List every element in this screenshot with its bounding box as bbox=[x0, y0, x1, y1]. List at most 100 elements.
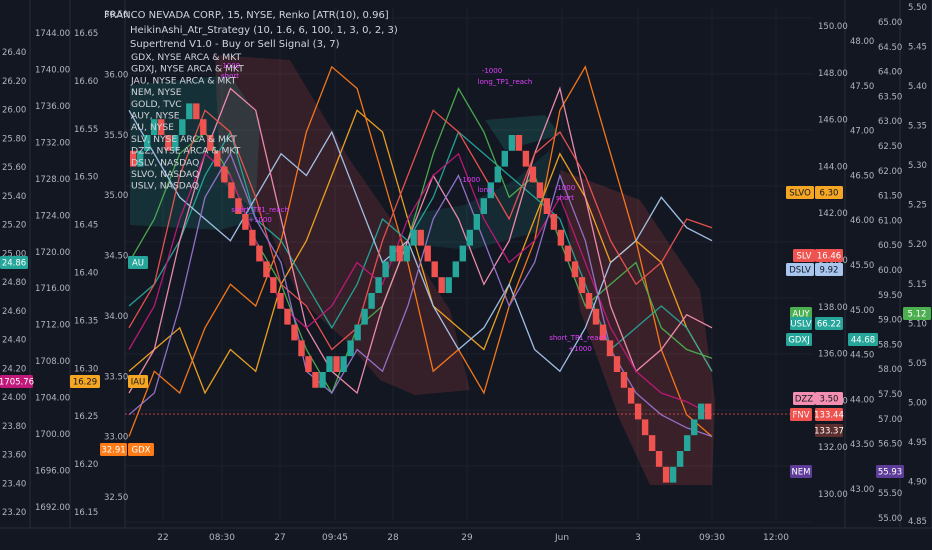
x-tick: 09:30 bbox=[699, 533, 725, 543]
axis-b2-tick: 35.00 bbox=[104, 191, 128, 201]
trade-annotation: short_TP1_reach bbox=[549, 334, 607, 342]
renko-brick bbox=[270, 277, 277, 293]
renko-brick bbox=[676, 451, 684, 467]
x-tick: 28 bbox=[387, 533, 399, 543]
renko-brick bbox=[613, 356, 621, 372]
bullish-zone bbox=[485, 115, 560, 150]
axis-a1-tick: 1712.00 bbox=[35, 321, 70, 331]
axis-a1-tick: 1732.00 bbox=[35, 138, 70, 148]
renko-brick bbox=[480, 198, 487, 214]
series-line bbox=[128, 109, 713, 373]
axis-r3-tick: 62.00 bbox=[878, 167, 902, 177]
axis-a2-tick: 25.20 bbox=[2, 221, 26, 231]
renko-brick bbox=[256, 245, 263, 262]
price-label-box bbox=[815, 263, 843, 276]
axis-r1-tick: 136.00 bbox=[818, 350, 848, 360]
axis-a1-tick: 1700.00 bbox=[35, 430, 70, 440]
price-label-box bbox=[790, 317, 812, 330]
legend-entry: AU, NYSE bbox=[131, 122, 174, 133]
price-label-box bbox=[815, 317, 843, 330]
axis-r2-tick: 47.00 bbox=[850, 127, 874, 137]
price-label: SLVO bbox=[789, 189, 811, 199]
x-tick: 09:45 bbox=[322, 533, 348, 543]
axis-r3-tick: 58.50 bbox=[878, 340, 902, 350]
price-label-box bbox=[0, 375, 33, 388]
axis-a1-tick: 1744.00 bbox=[35, 29, 70, 39]
renko-brick bbox=[417, 229, 424, 246]
axis-a2-tick: 24.20 bbox=[2, 364, 26, 374]
axis-r4-tick: 5.30 bbox=[908, 161, 927, 171]
axis-r3-tick: 61.00 bbox=[878, 216, 902, 226]
renko-brick bbox=[487, 182, 494, 199]
axis-b1-tick: 16.65 bbox=[74, 29, 98, 39]
price-label-box bbox=[0, 256, 28, 269]
renko-brick bbox=[249, 229, 256, 246]
x-tick: 08:30 bbox=[209, 533, 235, 543]
renko-brick bbox=[207, 135, 214, 151]
price-label: 16.29 bbox=[73, 378, 97, 388]
renko-brick bbox=[410, 229, 417, 246]
axis-r4-tick: 5.25 bbox=[908, 201, 927, 211]
axis-a2-tick: 26.40 bbox=[2, 48, 26, 58]
trade-annotation: -1000 bbox=[482, 67, 502, 75]
price-label: GDX bbox=[132, 446, 151, 456]
renko-brick bbox=[382, 261, 389, 278]
price-label: AUY bbox=[792, 310, 810, 320]
renko-brick bbox=[319, 372, 326, 388]
price-label-box bbox=[815, 392, 843, 405]
axis-r1-tick: 146.00 bbox=[818, 116, 848, 126]
price-label-box bbox=[790, 307, 812, 320]
axis-r3-tick: 63.00 bbox=[878, 117, 902, 127]
trade-annotation: short_TP1_reach bbox=[231, 206, 289, 214]
renko-brick bbox=[698, 403, 705, 420]
axis-r1-tick: 132.00 bbox=[818, 443, 848, 453]
price-axes: 26.40 26.20 26.00 25.80 25.60 25.40 25.20 25.00… bbox=[2, 0, 932, 532]
axis-r3-tick: 64.50 bbox=[878, 43, 902, 53]
price-label-box bbox=[100, 443, 127, 456]
axis-b2-tick: 33.50 bbox=[104, 372, 128, 382]
price-label-box bbox=[70, 375, 100, 388]
legend: FRANCO NEVADA CORP, 15, NYSE, Renko [ATR… bbox=[104, 10, 398, 192]
renko-brick bbox=[228, 182, 235, 199]
renko-brick bbox=[564, 245, 572, 262]
renko-brick bbox=[557, 229, 565, 246]
price-label-box bbox=[815, 249, 843, 262]
price-label-box bbox=[876, 465, 904, 478]
price-label-box bbox=[815, 186, 843, 199]
renko-brick bbox=[137, 150, 144, 167]
renko-brick bbox=[151, 119, 158, 135]
axis-r3-tick: 58.00 bbox=[878, 365, 902, 375]
renko-brick bbox=[235, 198, 242, 214]
renko-brick bbox=[662, 466, 670, 483]
axis-r1-tick: 142.00 bbox=[818, 209, 848, 219]
strategy-title: HeikinAshi_Atr_Strategy (10, 1.6, 6, 100… bbox=[130, 25, 398, 36]
trade-annotation: -1000 bbox=[220, 62, 240, 70]
axis-b1-tick: 16.40 bbox=[74, 269, 98, 279]
renko-brick bbox=[221, 166, 228, 183]
axis-r1-tick: 144.00 bbox=[818, 162, 848, 172]
renko-brick bbox=[431, 261, 438, 278]
axis-a2-tick: 24.40 bbox=[2, 336, 26, 346]
renko-brick bbox=[172, 135, 179, 151]
price-label: 9.92 bbox=[820, 266, 839, 276]
price-label: AU bbox=[132, 259, 144, 269]
renko-brick bbox=[305, 356, 312, 372]
axis-a1-tick: 1740.00 bbox=[35, 65, 70, 75]
axis-b2-tick: 36.00 bbox=[104, 70, 128, 80]
bullish-zone bbox=[130, 75, 260, 230]
axis-a2-tick: 23.60 bbox=[2, 451, 26, 461]
series-line bbox=[128, 109, 713, 351]
axis-b2-tick: 34.50 bbox=[104, 252, 128, 262]
axis-b1-tick: 16.35 bbox=[74, 316, 98, 326]
renko-brick bbox=[277, 293, 284, 309]
renko-brick bbox=[130, 150, 137, 167]
legend-entry: AUY, NYSE bbox=[131, 111, 180, 122]
axis-r3-tick: 56.50 bbox=[878, 440, 902, 450]
axis-r4-tick: 4.95 bbox=[908, 438, 927, 448]
trade-annotations: -1000 short -1000 long_TP1_reach short_TP1_r… bbox=[220, 62, 607, 353]
axis-a1-tick: 1704.00 bbox=[35, 394, 70, 404]
price-label-box bbox=[128, 443, 154, 456]
axis-r2-tick: 45.00 bbox=[850, 306, 874, 316]
